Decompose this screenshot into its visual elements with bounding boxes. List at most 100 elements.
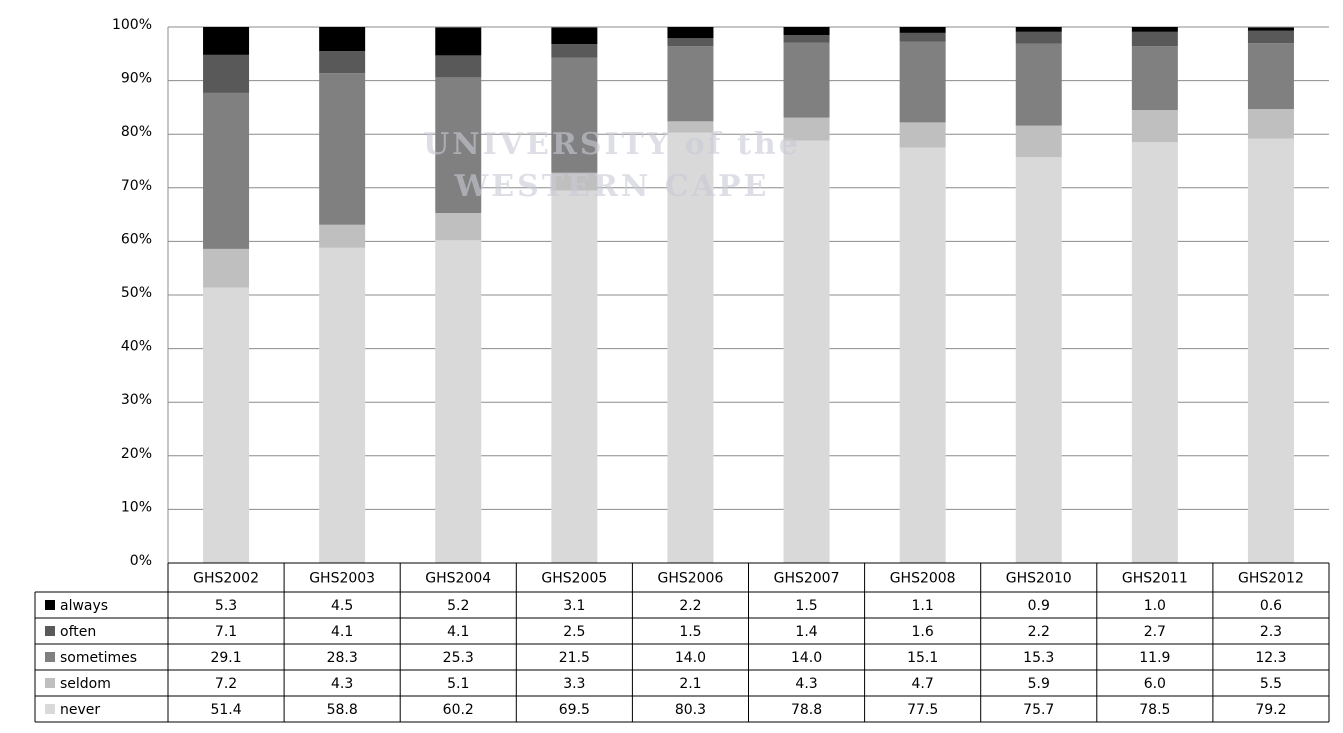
watermark: UNIVERSITY of the — [423, 127, 801, 162]
bar-segment — [319, 51, 366, 74]
bar-segment — [435, 212, 482, 241]
bar-segment — [1247, 27, 1294, 31]
table-value: 51.4 — [210, 702, 241, 718]
table-value: 28.3 — [327, 650, 358, 666]
table-value: 1.1 — [912, 598, 934, 614]
bar-segment — [899, 32, 946, 42]
bar-segment — [667, 132, 714, 564]
bar-segment — [1131, 46, 1178, 111]
bar-segment — [203, 54, 250, 93]
table-value: 2.1 — [679, 676, 701, 692]
bar-segment — [783, 27, 830, 36]
bar-segment — [1015, 125, 1062, 158]
bar-segment — [551, 44, 598, 58]
bar-segment — [203, 248, 250, 288]
bar-segment — [667, 46, 714, 122]
bar-segment — [203, 287, 250, 563]
table-value: 11.9 — [1139, 650, 1170, 666]
table-value: 5.2 — [447, 598, 469, 614]
y-tick-label: 30% — [121, 392, 152, 408]
table-value: 14.0 — [675, 650, 706, 666]
table-value: 79.2 — [1255, 702, 1286, 718]
bar-segment — [319, 27, 366, 52]
bar-segment — [899, 41, 946, 123]
bar-segment — [319, 73, 366, 225]
bar-segment — [551, 27, 598, 45]
bar-segment — [319, 224, 366, 248]
bar-segment — [1247, 30, 1294, 44]
table-value: 1.4 — [795, 624, 817, 640]
table-value: 0.9 — [1028, 598, 1050, 614]
x-tick-label: GHS2010 — [1006, 571, 1072, 587]
legend-swatch — [45, 652, 55, 662]
table-value: 2.2 — [1028, 624, 1050, 640]
table-value: 1.5 — [795, 598, 817, 614]
table-value: 75.7 — [1023, 702, 1054, 718]
watermark: WESTERN CAPE — [454, 169, 770, 204]
table-value: 78.8 — [791, 702, 822, 718]
table-value: 0.6 — [1260, 598, 1282, 614]
table-value: 5.1 — [447, 676, 469, 692]
bar-segment — [435, 77, 482, 213]
bar-segment — [435, 27, 482, 56]
table-value: 15.3 — [1023, 650, 1054, 666]
bar-segment — [1131, 110, 1178, 143]
bar-segment — [319, 247, 366, 563]
legend-swatch — [45, 678, 55, 688]
legend-swatch — [45, 626, 55, 636]
bar-segment — [1247, 109, 1294, 139]
table-value: 2.5 — [563, 624, 585, 640]
table-value: 6.0 — [1144, 676, 1166, 692]
table-value: 4.5 — [331, 598, 353, 614]
bar-segment — [667, 27, 714, 39]
bar-segment — [435, 240, 482, 563]
bar-segment — [1247, 43, 1294, 110]
bar-segment — [435, 55, 482, 78]
y-tick-label: 70% — [121, 178, 152, 194]
y-tick-label: 50% — [121, 285, 152, 301]
bar-segment — [551, 172, 598, 191]
x-tick-label: GHS2002 — [193, 571, 259, 587]
bar-segment — [783, 117, 830, 141]
bar-segment — [899, 122, 946, 148]
bar-segment — [203, 27, 250, 55]
x-tick-label: GHS2005 — [541, 571, 607, 587]
legend-label: never — [60, 702, 100, 718]
table-value: 4.1 — [447, 624, 469, 640]
table-value: 2.3 — [1260, 624, 1282, 640]
table-value: 25.3 — [443, 650, 474, 666]
table-value: 2.7 — [1144, 624, 1166, 640]
table-value: 3.1 — [563, 598, 585, 614]
x-tick-label: GHS2004 — [425, 571, 491, 587]
table-value: 5.5 — [1260, 676, 1282, 692]
table-value: 77.5 — [907, 702, 938, 718]
y-tick-label: 40% — [121, 339, 152, 355]
table-value: 29.1 — [210, 650, 241, 666]
bar-segment — [203, 92, 250, 249]
legend-label: always — [60, 598, 108, 614]
legend-label: sometimes — [60, 650, 137, 666]
x-tick-label: GHS2011 — [1122, 571, 1188, 587]
table-value: 4.7 — [912, 676, 934, 692]
table-value: 12.3 — [1255, 650, 1286, 666]
x-tick-label: GHS2006 — [657, 571, 723, 587]
table-value: 4.3 — [331, 676, 353, 692]
table-value: 7.1 — [215, 624, 237, 640]
table-value: 58.8 — [327, 702, 358, 718]
legend-swatch — [45, 704, 55, 714]
legend-label: often — [60, 624, 96, 640]
bar-segment — [1015, 43, 1062, 126]
table-value: 1.6 — [912, 624, 934, 640]
table-value: 5.9 — [1028, 676, 1050, 692]
bar-segment — [1015, 27, 1062, 32]
table-value: 60.2 — [443, 702, 474, 718]
bar-segment — [1247, 138, 1294, 563]
x-tick-label: GHS2003 — [309, 571, 375, 587]
table-value: 15.1 — [907, 650, 938, 666]
bar-segment — [1131, 142, 1178, 564]
y-tick-label: 100% — [112, 17, 152, 33]
table-value: 69.5 — [559, 702, 590, 718]
table-value: 2.2 — [679, 598, 701, 614]
y-tick-label: 20% — [121, 446, 152, 462]
